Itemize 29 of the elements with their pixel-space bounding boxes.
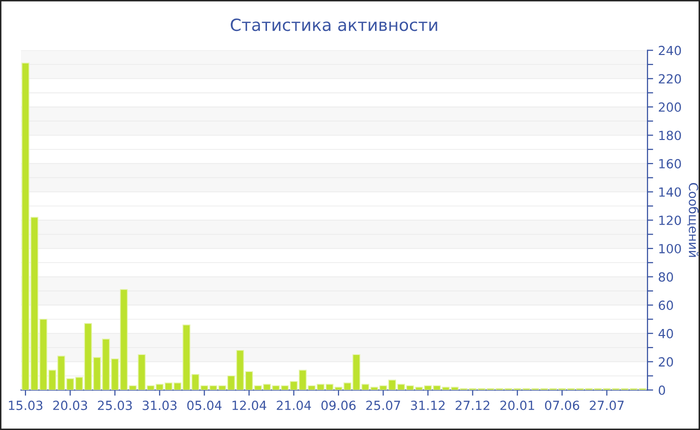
x-tick-label: 31.12 bbox=[410, 400, 445, 410]
y-tick-label: 180 bbox=[659, 130, 681, 140]
x-tick-label: 25.07 bbox=[366, 400, 400, 410]
y-axis-title: Сообщений bbox=[687, 183, 699, 257]
x-tick-label: 27.07 bbox=[590, 400, 624, 410]
x-tick-label: 15.03 bbox=[8, 400, 42, 410]
y-tick-label: 220 bbox=[658, 74, 681, 84]
x-tick-label: 25.03 bbox=[98, 400, 132, 410]
x-tick-label: 20.03 bbox=[53, 400, 88, 410]
x-tick-label: 05.04 bbox=[187, 400, 222, 410]
y-tick-label: 80 bbox=[658, 272, 673, 282]
x-tick-label: 20.01 bbox=[500, 400, 534, 410]
y-tick-label: 20 bbox=[658, 357, 673, 367]
y-tick-label: 0 bbox=[658, 385, 666, 395]
x-tick-label: 21.04 bbox=[276, 400, 311, 410]
y-tick-label: 40 bbox=[658, 328, 673, 338]
x-tick-label: 27.12 bbox=[456, 400, 490, 410]
y-tick-label: 120 bbox=[659, 216, 681, 226]
y-tick-label: 60 bbox=[658, 300, 673, 310]
chart-title: Статистика активности bbox=[230, 18, 438, 32]
y-tick-label: 140 bbox=[659, 187, 681, 197]
y-tick-label: 100 bbox=[659, 244, 681, 254]
y-tick-label: 240 bbox=[658, 46, 681, 56]
x-tick-label: 07.06 bbox=[545, 400, 580, 410]
x-tick-label: 09.06 bbox=[321, 400, 356, 410]
x-tick-label: 12.04 bbox=[232, 400, 266, 410]
y-tick-label: 160 bbox=[659, 159, 681, 168]
x-tick-label: 31.03 bbox=[142, 400, 177, 410]
y-tick-label: 200 bbox=[658, 102, 681, 112]
